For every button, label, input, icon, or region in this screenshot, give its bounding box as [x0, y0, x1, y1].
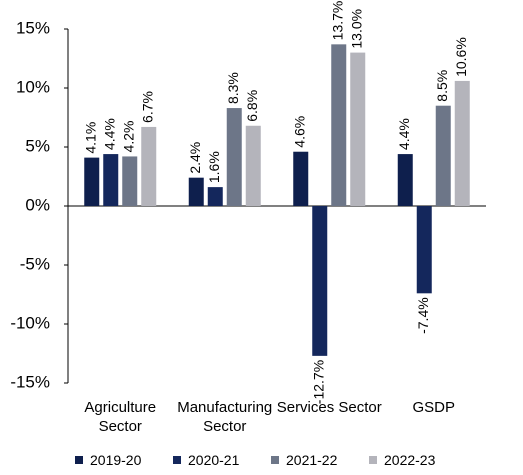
value-label: 8.5%: [434, 70, 450, 102]
y-tick-label: 10%: [16, 77, 50, 96]
bar: [416, 206, 432, 294]
y-tick-label: 0%: [25, 195, 50, 214]
legend-swatch: [271, 456, 279, 464]
value-label: 4.6%: [291, 116, 307, 148]
bar: [350, 52, 366, 206]
legend-label: 2022-23: [384, 452, 436, 468]
legend-swatch: [75, 456, 83, 464]
legend-swatch: [173, 456, 181, 464]
y-tick-label: -15%: [10, 372, 50, 391]
value-label: 8.3%: [225, 72, 241, 104]
value-label: 6.8%: [244, 90, 260, 122]
bar: [188, 177, 204, 206]
legend-item: 2021-22: [271, 452, 337, 468]
legend-item: 2019-20: [75, 452, 141, 468]
value-label: 4.4%: [101, 118, 117, 150]
value-label: 4.2%: [120, 121, 136, 153]
value-label: -7.4%: [415, 297, 431, 334]
legend-label: 2020-21: [188, 452, 240, 468]
y-tick-label: 5%: [25, 136, 50, 155]
legend-label: 2021-22: [286, 452, 338, 468]
bar: [331, 44, 347, 207]
legend-item: 2020-21: [173, 452, 239, 468]
y-tick-label: -5%: [20, 254, 50, 273]
bar: [226, 108, 242, 206]
value-label: 1.6%: [206, 151, 222, 183]
legend-swatch: [369, 456, 377, 464]
y-tick-label: -10%: [10, 313, 50, 332]
legend-item: 2022-23: [369, 452, 435, 468]
bar: [312, 206, 328, 356]
bar: [207, 187, 223, 206]
value-label: 2.4%: [187, 142, 203, 174]
value-label: 6.7%: [139, 91, 155, 123]
bar: [293, 151, 309, 206]
value-label: 4.1%: [82, 122, 98, 154]
value-label: 13.7%: [329, 1, 345, 41]
x-tick-label: Agriculture Sector: [84, 399, 157, 435]
x-tick-label: Manufacturing Sector: [177, 399, 273, 435]
bar: [141, 126, 157, 206]
bar: [84, 157, 100, 206]
value-label: -12.7%: [310, 360, 326, 404]
bar: [435, 105, 451, 206]
bar: [454, 80, 470, 206]
bar: [103, 154, 119, 206]
x-tick-label: GSDP: [412, 399, 455, 416]
value-label: 10.6%: [453, 37, 469, 77]
y-tick-label: 15%: [16, 18, 50, 37]
legend-label: 2019-20: [90, 452, 142, 468]
value-label: 13.0%: [348, 9, 364, 49]
bar: [397, 154, 413, 206]
x-tick-label: Services Sector: [276, 399, 382, 416]
bar: [245, 125, 261, 206]
value-label: 4.4%: [396, 118, 412, 150]
bar: [122, 156, 138, 206]
